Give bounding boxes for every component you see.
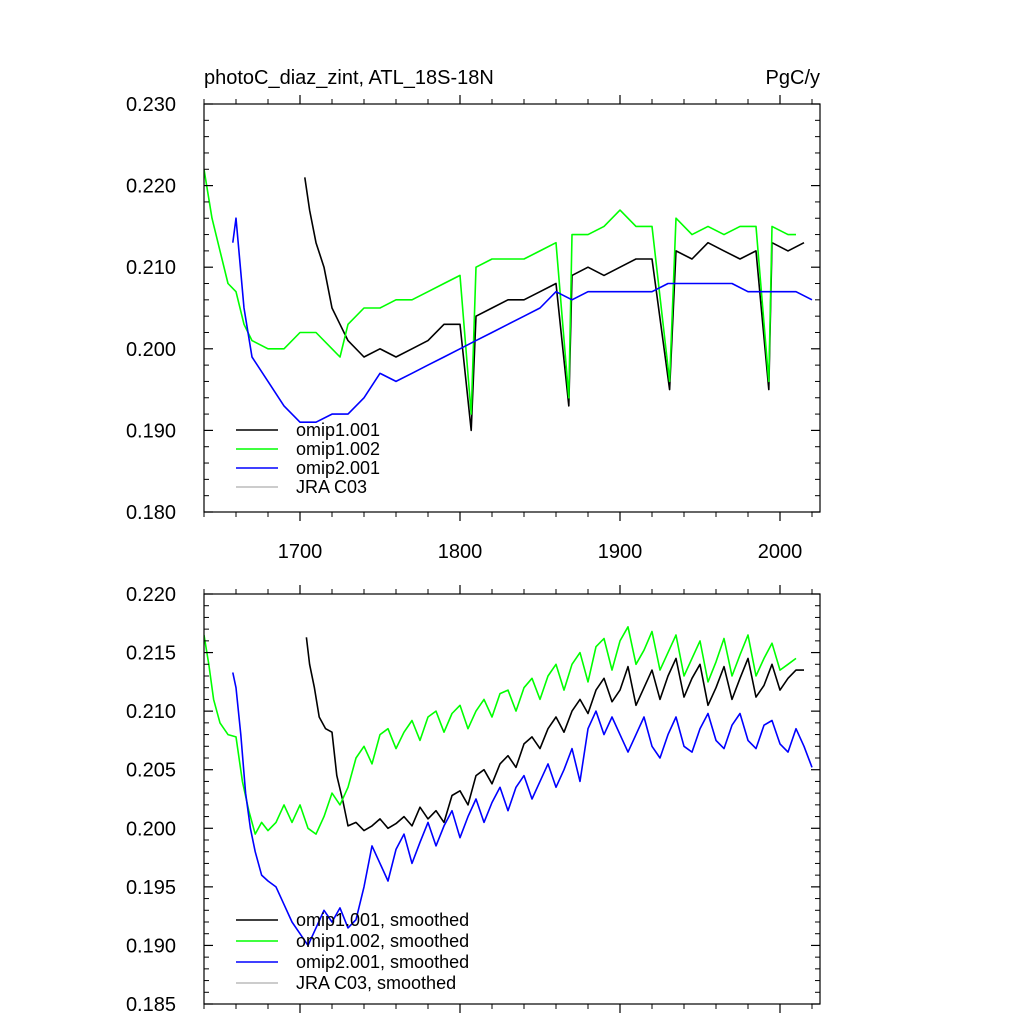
chart-bottom-y-tick-label: 0.210 [126,701,176,723]
chart-top-title: photoC_diaz_zint, ATL_18S-18N [204,67,494,89]
chart-bottom-axes: 0.185 0.190 0.195 0.200 0.205 0.210 0.215 0.220 [126,584,821,1016]
chart-bottom: 0.185 0.190 0.195 0.200 0.205 0.210 0.215 0.220… [126,584,821,1016]
chart-bottom-y-tick-label: 0.185 [126,994,176,1016]
chart-bottom-y-tick-label: 0.200 [126,818,176,840]
chart-top-y-tick-label: 0.180 [126,502,176,524]
chart-top-axes: 0.180 0.190 0.200 0.210 0.220 0.230 1700 1800 19… [126,94,821,563]
chart-top-x-tick-label: 1900 [598,541,643,563]
chart-top-x-tick-label: 2000 [758,541,803,563]
chart-top-series-group [204,169,813,432]
chart-bottom-legend-label-0: omip1.001, smoothed [296,910,469,930]
chart-top-legend-label-1: omip1.002 [296,439,380,459]
chart-bottom-y-tick-label: 0.190 [126,935,176,957]
chart-top-y-tick-label: 0.210 [126,257,176,279]
chart-top-y-tick-label: 0.230 [126,94,176,116]
chart-bottom-y-tick-label: 0.215 [126,643,176,665]
chart-top-units: PgC/y [766,67,820,89]
chart-top-series-line-0 [304,177,805,432]
chart-bottom-legend-label-3: JRA C03, smoothed [296,973,456,993]
chart-bottom-series-line-0 [305,637,804,832]
chart-bottom-legend-label-2: omip2.001, smoothed [296,952,469,972]
chart-bottom-series-group [204,625,813,947]
chart-bottom-plot-frame [203,593,821,1005]
chart-bottom-series-line-2 [232,672,813,947]
chart-top-series-line-1 [204,169,796,415]
chart-top-x-tick-label: 1800 [438,541,483,563]
chart-bottom-legend-label-1: omip1.002, smoothed [296,931,469,951]
chart-top-legend-label-3: JRA C03 [296,477,367,497]
chart-top-plot-frame [203,103,821,513]
chart-top-legend-label-2: omip2.001 [296,458,380,478]
chart-top: photoC_diaz_zint, ATL_18S-18N PgC/y 0.18… [126,67,821,563]
chart-bottom-y-tick-label: 0.220 [126,584,176,606]
chart-bottom-y-tick-label: 0.205 [126,760,176,782]
chart-top-y-tick-label: 0.200 [126,339,176,361]
chart-top-x-tick-label: 1700 [278,541,323,563]
chart-bottom-series-line-1 [204,625,797,835]
chart-top-legend-label-0: omip1.001 [296,420,380,440]
chart-top-series-line-2 [232,217,813,424]
chart-top-y-tick-label: 0.220 [126,176,176,198]
chart-bottom-y-tick-label: 0.195 [126,877,176,899]
chart-top-y-tick-label: 0.190 [126,420,176,442]
